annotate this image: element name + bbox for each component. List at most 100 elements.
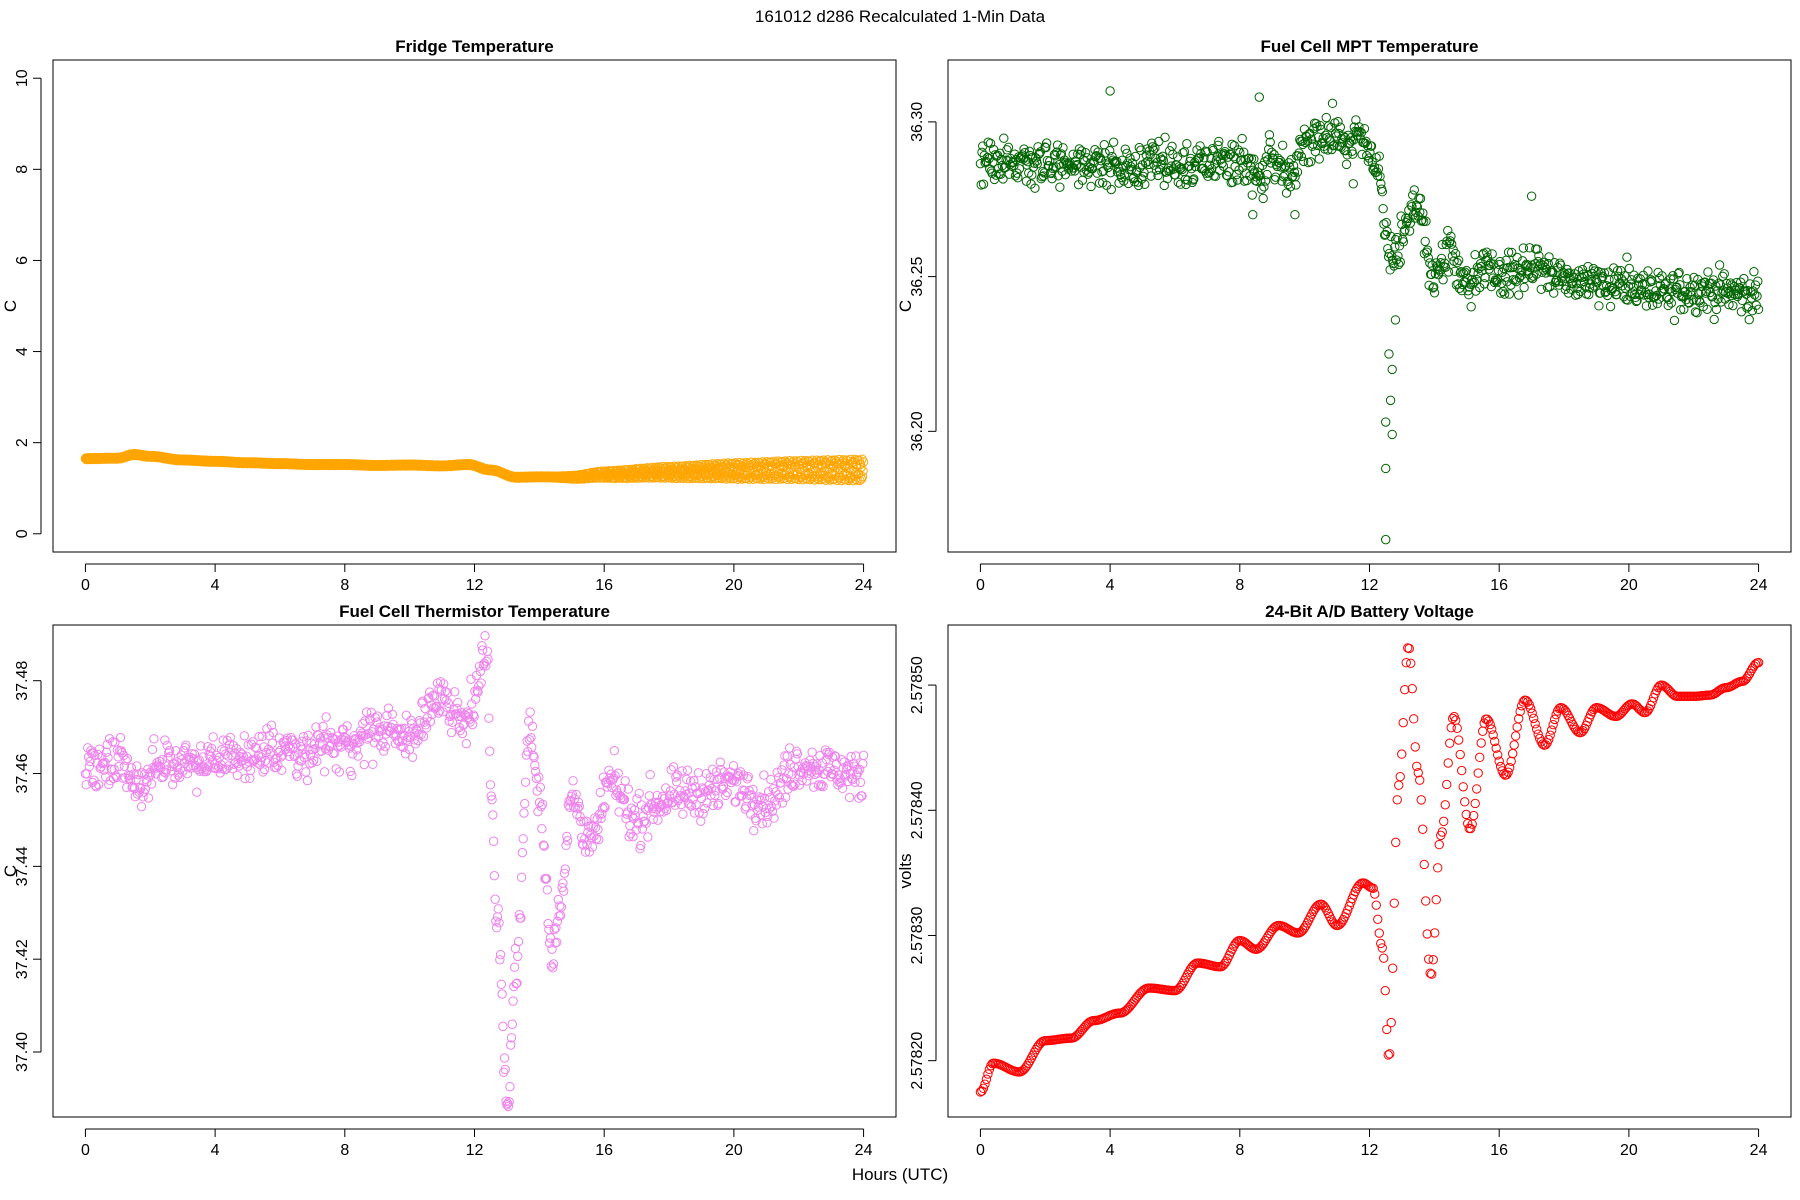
data-point [1228,152,1239,162]
data-point [1142,144,1152,154]
data-point [1746,666,1756,676]
data-point [1469,810,1479,821]
y-tick-label: 37.48 [14,661,31,701]
data-point [240,773,250,784]
data-point [648,814,658,824]
data-point [149,734,159,744]
data-point [224,739,235,749]
data-point [728,761,739,771]
data-point [685,776,696,786]
data-point [1567,719,1578,730]
data-point [254,731,264,742]
data-point [1539,257,1550,268]
data-point [1429,282,1439,292]
data-point [1013,173,1023,183]
y-tick-label: 36.30 [909,102,926,142]
data-point [1458,782,1468,792]
data-point [1473,768,1483,778]
data-point [1373,164,1384,174]
data-point [380,741,391,752]
data-point [1673,269,1684,279]
data-point [986,1060,996,1071]
outlier-point [1390,315,1401,325]
data-point [748,784,758,795]
data-point [1386,231,1396,242]
x-tick-label: 16 [1490,1142,1508,1159]
data-point [1457,285,1467,296]
data-point [182,768,193,779]
data-point [678,809,688,819]
data-point [616,783,627,794]
data-point [725,474,736,484]
data-point [854,793,864,803]
data-point [1478,726,1488,736]
data-point [808,758,818,769]
data-point [657,791,668,802]
data-point [1400,685,1410,695]
data-point [1250,175,1261,186]
data-point [1404,226,1415,236]
data-point [115,732,126,743]
outlier-point [1348,179,1358,189]
data-point [1284,158,1294,168]
data-point [812,768,823,778]
data-point [513,936,524,947]
data-point [1005,159,1015,170]
data-point [318,721,328,731]
data-point [1463,818,1473,829]
data-point [1513,290,1524,300]
data-point [1532,244,1543,254]
data-point [484,713,494,723]
data-point [721,790,731,801]
data-point [643,832,653,842]
data-point [1168,149,1178,160]
data-point [111,771,121,781]
data-point [99,765,109,775]
data-point [237,749,247,759]
data-point [1424,954,1434,964]
data-point [543,918,553,929]
data-point [1548,267,1558,277]
data-point [201,766,211,777]
data-point [1277,140,1288,150]
data-point [1461,809,1471,820]
data-point [677,766,687,776]
outlier-point [1248,210,1258,220]
data-point [1406,200,1416,210]
data-point [1265,137,1275,147]
data-point [1017,150,1028,160]
data-point [1719,269,1730,279]
data-point [1577,264,1588,275]
data-point [562,831,572,842]
plot-frame [947,624,1792,1118]
data-point [1395,257,1405,267]
data-point [1519,282,1529,293]
data-point [1711,281,1721,291]
y-tick-label: 37.46 [14,753,31,793]
data-point [102,739,112,750]
data-point [1363,156,1374,167]
data-point [1389,898,1399,908]
data-point [220,749,231,759]
data-point [1487,249,1497,259]
data-point [1510,731,1521,741]
data-point [537,823,547,834]
panel-fuel-cell-mpt-temperature: Fuel Cell MPT Temperature C 0 4 8 12 16 20 24 36.… [896,37,1792,594]
data-point [755,795,765,805]
data-point [163,753,173,763]
data-point [1004,169,1014,179]
data-point [509,962,520,972]
data-point [1423,253,1434,263]
x-tick-label: 24 [855,1142,873,1159]
data-point [1030,183,1040,193]
data-point [682,765,693,775]
data-point [576,816,586,827]
data-point [323,745,334,755]
data-point [140,784,151,794]
data-point [1421,216,1431,226]
data-point [1668,689,1678,700]
data-point [1602,707,1612,718]
data-point [653,815,663,825]
data-point [1029,158,1039,168]
data-point [319,767,330,777]
